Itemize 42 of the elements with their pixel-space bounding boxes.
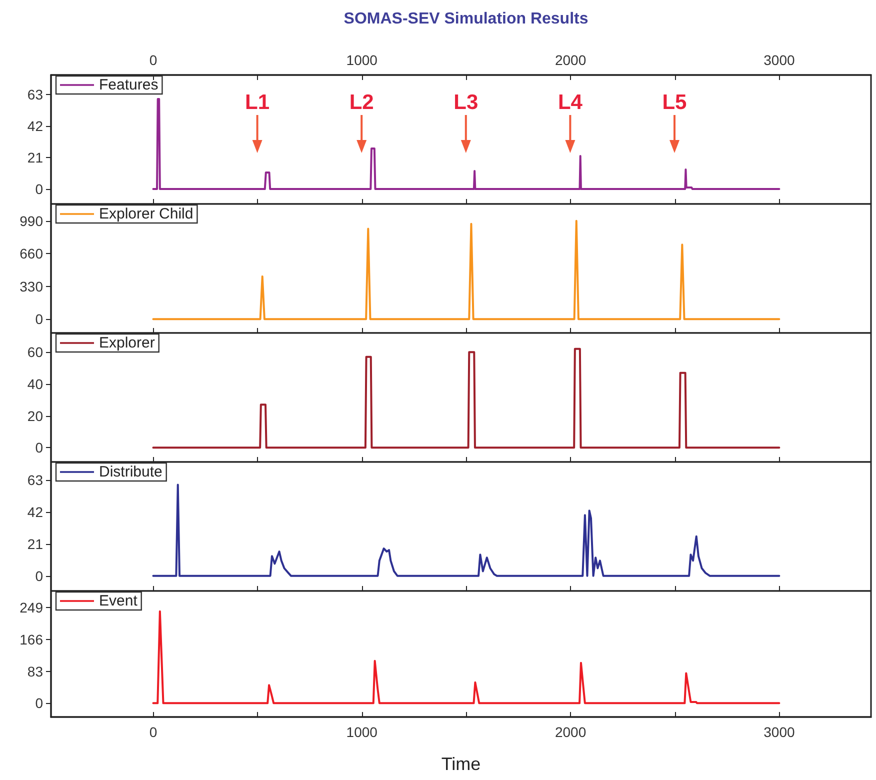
x-tick-label: 3000 (764, 724, 795, 740)
y-tick-label: 42 (27, 118, 44, 134)
x2-tick-label: 3000 (764, 52, 795, 68)
line-series (152, 610, 780, 704)
legend-label: Event (99, 592, 138, 610)
y-tick-label: 660 (20, 246, 44, 262)
x-tick-label: 2000 (554, 724, 586, 740)
legend-label: Explorer (99, 334, 155, 352)
x-tick-label: 0 (149, 724, 158, 740)
y-tick-label: 0 (35, 568, 44, 584)
y-tick-label: 40 (27, 376, 44, 392)
y-tick-label: 990 (20, 212, 44, 229)
y-tick-label: 0 (35, 181, 44, 197)
y-tick-label: 249 (20, 600, 44, 616)
annotation: L2 (349, 91, 374, 114)
y-tick-label: 0 (35, 440, 44, 456)
x-tick-label: 1000 (346, 724, 378, 740)
legend-label: Features (99, 76, 158, 94)
y-tick-label: 21 (27, 150, 44, 166)
y-tick-label: 21 (27, 536, 44, 552)
legend-label: Explorer Child (99, 206, 194, 222)
annotation: L3 (454, 91, 478, 114)
y-tick-label: 0 (35, 311, 44, 328)
annotation: L5 (662, 91, 688, 114)
y-tick-label: 63 (27, 86, 44, 102)
annotation: L4 (558, 91, 583, 114)
legend-label: Distribute (99, 464, 162, 480)
y-tick-label: 60 (27, 344, 44, 360)
line-series (152, 484, 780, 577)
x-axis-title: Time (441, 754, 481, 774)
x2-tick-label: 1000 (346, 52, 378, 68)
x2-tick-label: 2000 (554, 52, 586, 68)
y-tick-label: 42 (27, 504, 44, 520)
x2-tick-label: 0 (149, 52, 158, 68)
chart-title: SOMAS-SEV Simulation Results (344, 10, 588, 28)
annotation: L1 (245, 91, 270, 114)
y-tick-label: 330 (20, 278, 44, 294)
y-tick-label: 0 (35, 695, 44, 712)
y-tick-label: 166 (20, 631, 44, 648)
y-tick-label: 20 (27, 408, 44, 424)
y-tick-label: 63 (27, 472, 44, 488)
y-tick-label: 83 (27, 663, 44, 680)
